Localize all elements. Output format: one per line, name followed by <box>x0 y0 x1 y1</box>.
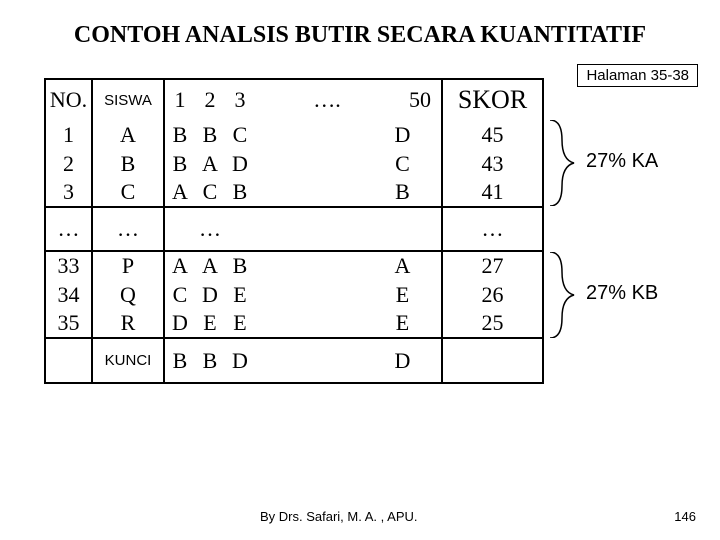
cell-skor: 27 <box>442 251 542 280</box>
brace-top-icon <box>548 120 576 206</box>
page-title: CONTOH ANALSIS BUTIR SECARA KUANTITATIF <box>0 0 720 57</box>
header-q1: 1 <box>165 87 195 113</box>
page-reference-box: Halaman 35-38 <box>577 64 698 87</box>
cell-answers: A A B <box>164 251 364 280</box>
cell-siswa: Q <box>92 280 164 309</box>
cell-answers: B B C <box>164 120 364 149</box>
cell-no: … <box>46 207 92 251</box>
cell-no <box>46 338 92 382</box>
header-no: NO. <box>46 80 92 120</box>
brace-bottom-icon <box>548 252 576 338</box>
table-row: 35 R D E E E 25 <box>46 309 542 338</box>
cell-a50: D <box>364 120 442 149</box>
header-q2: 2 <box>195 87 225 113</box>
cell-siswa: P <box>92 251 164 280</box>
cell-a50: E <box>364 309 442 338</box>
cell-a50 <box>364 207 442 251</box>
cell-no: 3 <box>46 178 92 207</box>
cell-skor: 25 <box>442 309 542 338</box>
cell-answers: D E E <box>164 309 364 338</box>
table-row: 3 C A C B B 41 <box>46 178 542 207</box>
table-row: 33 P A A B A 27 <box>46 251 542 280</box>
header-q50: 50 <box>399 87 441 113</box>
cell-skor: 41 <box>442 178 542 207</box>
cell-a50: D <box>364 338 442 382</box>
table-row: 34 Q C D E E 26 <box>46 280 542 309</box>
cell-a50: B <box>364 178 442 207</box>
table-row: 1 A B B C D 45 <box>46 120 542 149</box>
table-header-row: NO. SISWA 1 2 3 …. 50 SKOR <box>46 80 542 120</box>
group-bottom-label: 27% KB <box>586 282 658 305</box>
cell-answers: B B D <box>164 338 364 382</box>
cell-no: 33 <box>46 251 92 280</box>
table-row-ellipsis: … … … … <box>46 207 542 251</box>
group-top-label: 27% KA <box>586 150 658 173</box>
cell-answers: A C B <box>164 178 364 207</box>
header-questions: 1 2 3 …. 50 <box>164 80 442 120</box>
cell-skor: … <box>442 207 542 251</box>
footer-author: By Drs. Safari, M. A. , APU. <box>260 509 418 524</box>
cell-siswa: C <box>92 178 164 207</box>
cell-no: 2 <box>46 149 92 178</box>
header-q3: 3 <box>225 87 255 113</box>
header-siswa: SISWA <box>92 80 164 120</box>
cell-siswa: … <box>92 207 164 251</box>
cell-siswa: A <box>92 120 164 149</box>
cell-kunci-label: KUNCI <box>92 338 164 382</box>
cell-no: 35 <box>46 309 92 338</box>
table-row-kunci: KUNCI B B D D <box>46 338 542 382</box>
footer-page-number: 146 <box>674 509 696 524</box>
cell-siswa: R <box>92 309 164 338</box>
cell-answers: B A D <box>164 149 364 178</box>
cell-a50: A <box>364 251 442 280</box>
table-row: 2 B B A D C 43 <box>46 149 542 178</box>
cell-answers: … <box>164 207 364 251</box>
cell-answers: C D E <box>164 280 364 309</box>
cell-a50: C <box>364 149 442 178</box>
analysis-table: NO. SISWA 1 2 3 …. 50 SKOR 1 A B B C D 4… <box>44 78 544 384</box>
header-qdots: …. <box>255 87 399 113</box>
cell-skor <box>442 338 542 382</box>
cell-siswa: B <box>92 149 164 178</box>
header-skor: SKOR <box>442 80 542 120</box>
cell-a50: E <box>364 280 442 309</box>
cell-skor: 43 <box>442 149 542 178</box>
cell-skor: 26 <box>442 280 542 309</box>
cell-no: 1 <box>46 120 92 149</box>
cell-skor: 45 <box>442 120 542 149</box>
cell-no: 34 <box>46 280 92 309</box>
